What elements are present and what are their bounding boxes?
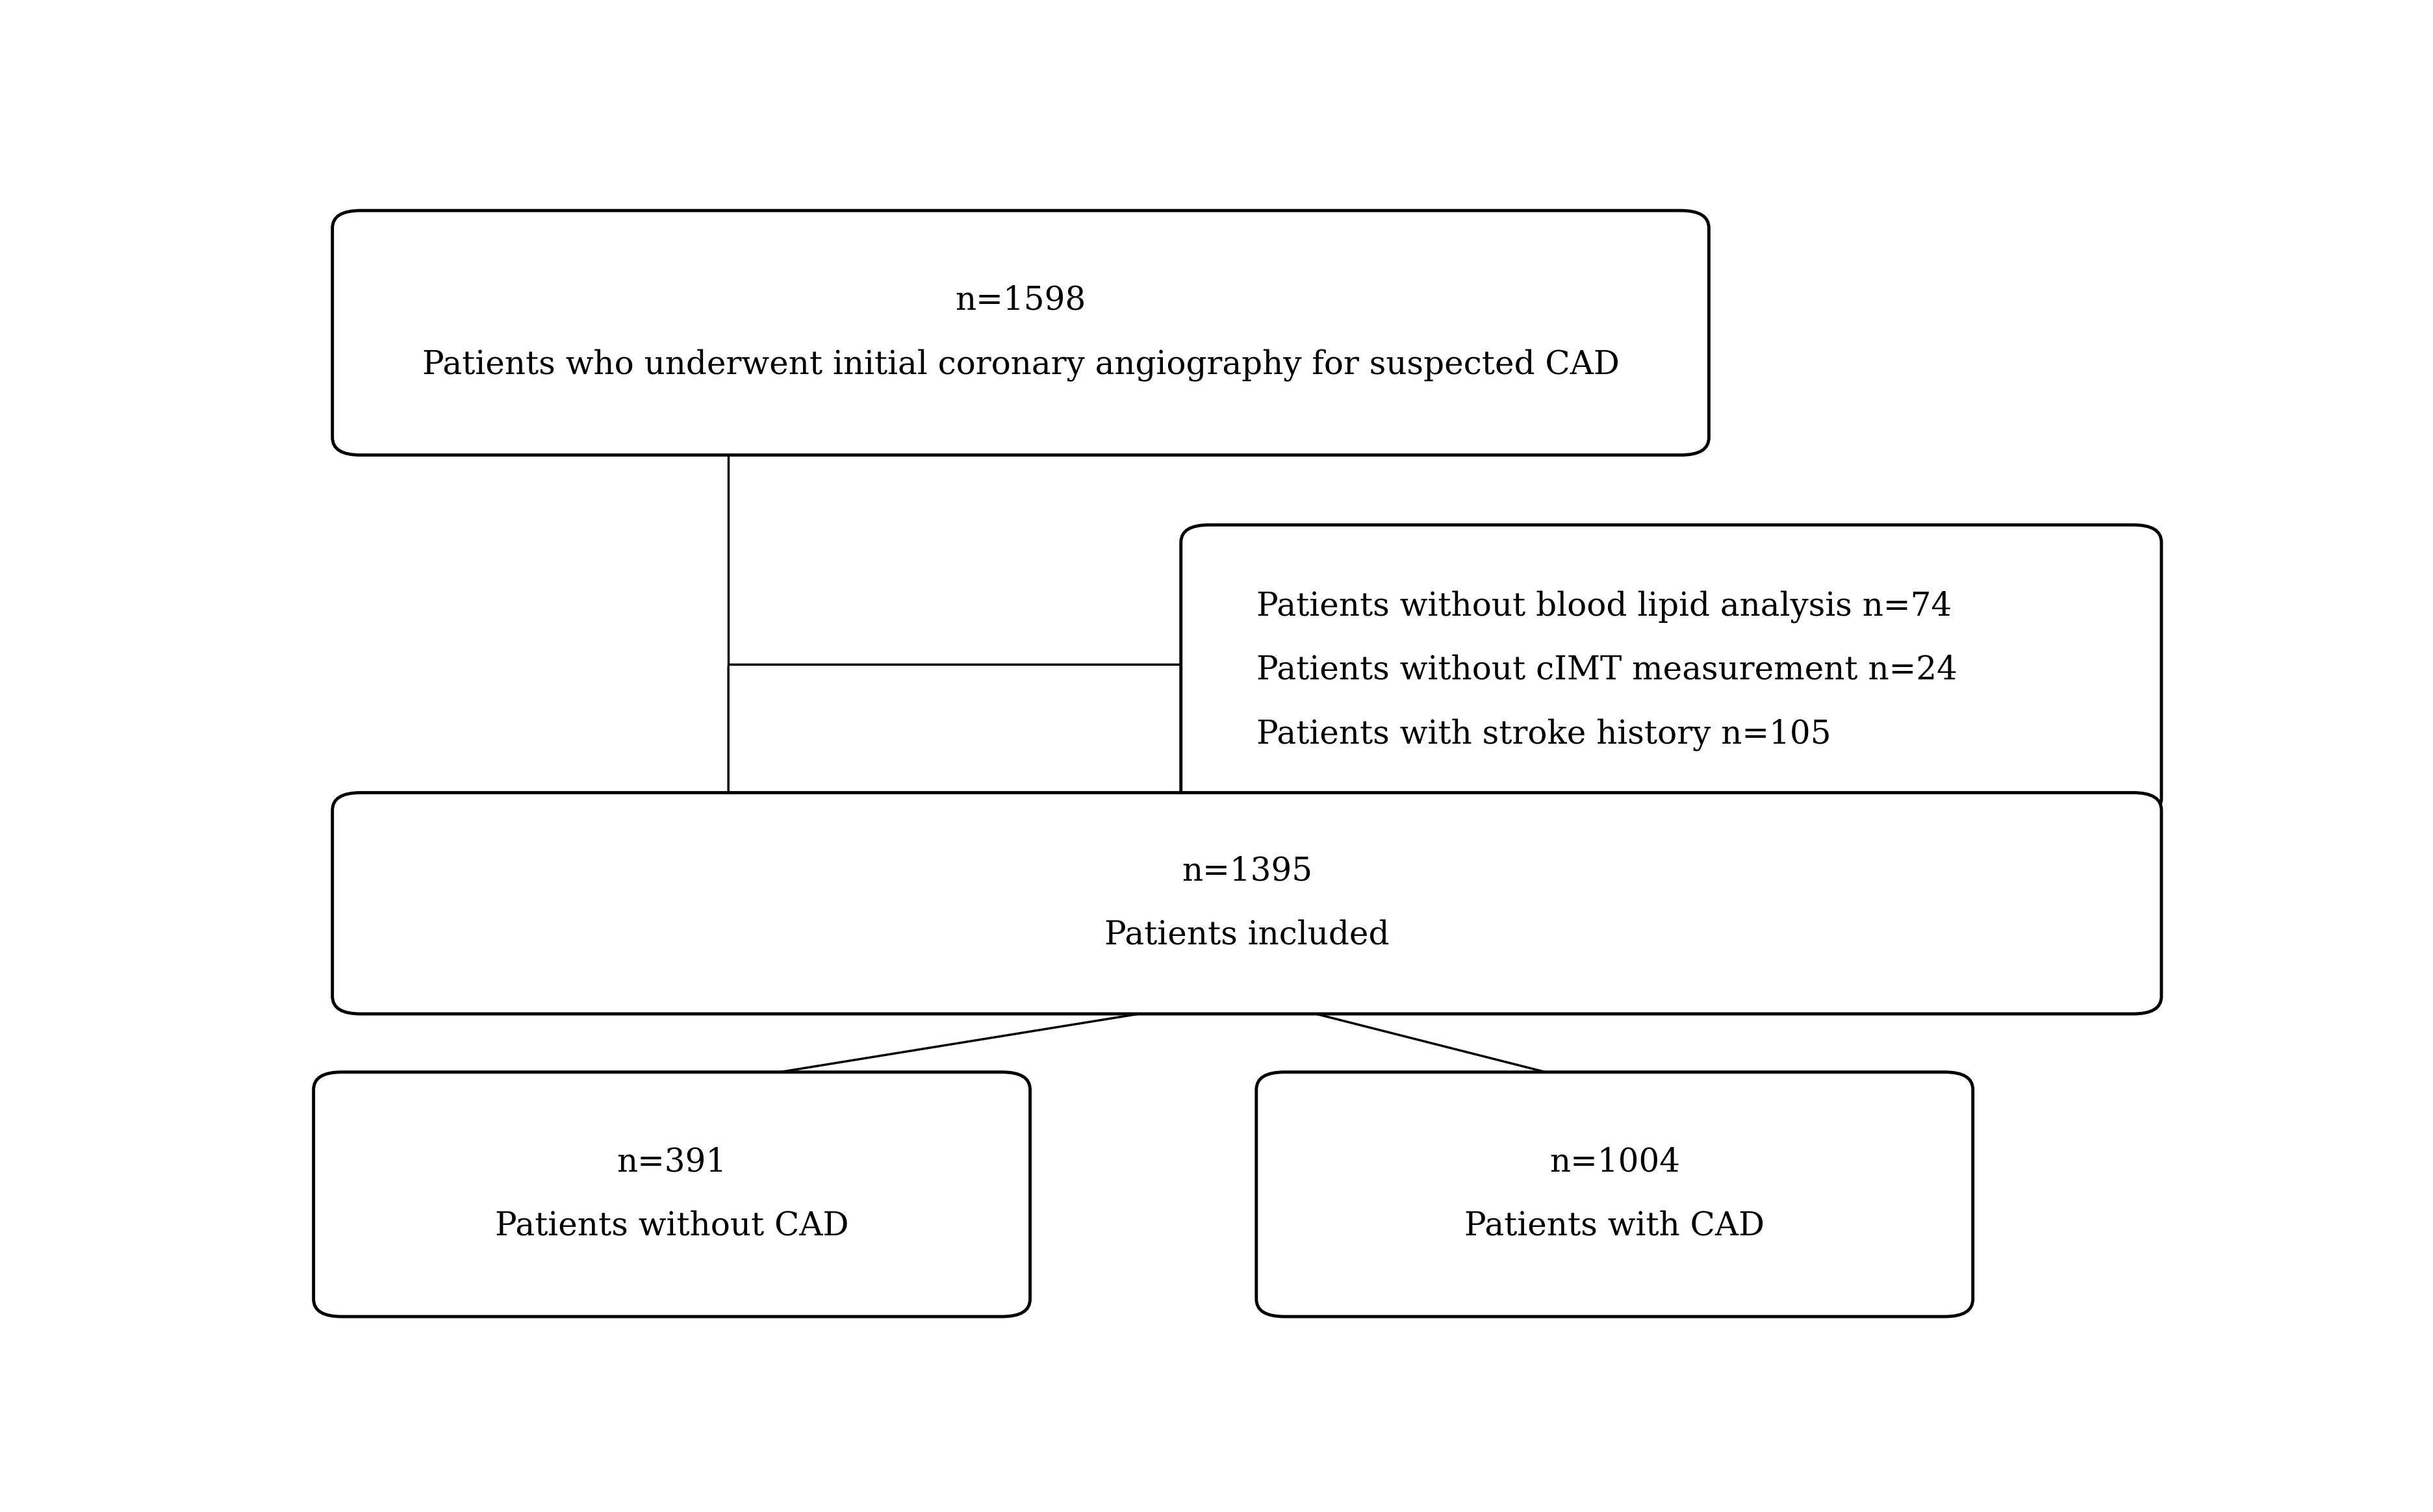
Text: n=1395: n=1395 [1182,856,1311,888]
Text: Patients with stroke history n=105: Patients with stroke history n=105 [1255,718,1832,750]
Text: Patients without cIMT measurement n=24: Patients without cIMT measurement n=24 [1255,655,1956,686]
Text: n=1004: n=1004 [1550,1146,1679,1178]
Text: n=391: n=391 [618,1146,727,1178]
FancyBboxPatch shape [1255,1072,1973,1317]
Text: Patients without blood lipid analysis n=74: Patients without blood lipid analysis n=… [1255,590,1951,623]
Text: Patients without CAD: Patients without CAD [494,1210,849,1243]
Text: Patients with CAD: Patients with CAD [1465,1210,1764,1243]
FancyBboxPatch shape [314,1072,1029,1317]
Text: Patients who underwent initial coronary angiography for suspected CAD: Patients who underwent initial coronary … [421,349,1620,381]
Text: Patients included: Patients included [1105,919,1389,951]
FancyBboxPatch shape [333,792,2161,1015]
FancyBboxPatch shape [333,210,1708,455]
FancyBboxPatch shape [1180,525,2161,816]
Text: n=1598: n=1598 [956,284,1085,318]
